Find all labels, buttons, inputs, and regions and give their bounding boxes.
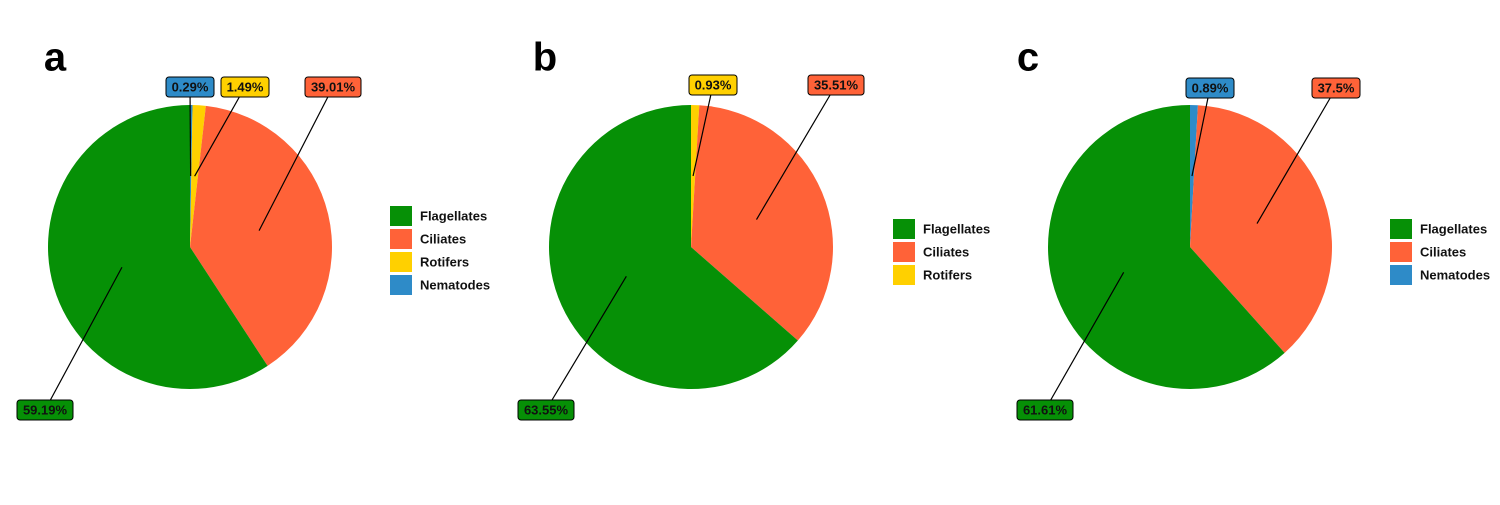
legend-label: Rotifers: [923, 267, 972, 282]
label-box: [517, 399, 575, 421]
label-box: [1016, 399, 1074, 421]
legend-label: Nematodes: [1420, 267, 1490, 282]
label-box: [807, 74, 865, 96]
legend-label: Ciliates: [1420, 244, 1466, 259]
leader-line: [189, 86, 192, 177]
pie-slice: [190, 105, 332, 366]
leader-line: [1191, 87, 1211, 177]
legend-label: Flagellates: [420, 208, 487, 223]
legend-label: Ciliates: [923, 244, 969, 259]
legend-key: [390, 206, 412, 226]
leader-line: [44, 266, 123, 411]
leader-line: [258, 86, 334, 231]
label-box: [220, 76, 270, 98]
value-label: 35.51%: [814, 77, 859, 92]
pie-slice: [1048, 105, 1285, 390]
legend-label: Nematodes: [420, 277, 490, 292]
legend-key: [390, 275, 412, 295]
value-label: 1.49%: [227, 79, 264, 94]
label-box: [1311, 77, 1361, 99]
value-label: 61.61%: [1023, 402, 1068, 417]
pie-slice: [549, 105, 798, 390]
leader-line: [1044, 272, 1125, 411]
pie-slice: [691, 105, 833, 341]
leader-line: [1256, 87, 1337, 224]
legend-key: [390, 229, 412, 249]
panel-letter: a: [44, 36, 67, 80]
value-label: 37.5%: [1318, 80, 1355, 95]
pie: [47, 105, 332, 389]
pie-slice: [1190, 105, 1333, 353]
leader-line: [755, 84, 837, 220]
legend-key: [1390, 219, 1412, 239]
panel-letter: c: [1017, 36, 1039, 80]
label-box: [165, 76, 215, 98]
pie-slice: [47, 105, 268, 389]
pie: [1048, 105, 1333, 390]
label-box: [688, 74, 738, 96]
label-box: [16, 399, 74, 421]
value-label: 0.29%: [172, 79, 209, 94]
label-box: [1185, 77, 1235, 99]
leader-line: [545, 276, 627, 411]
leader-line: [692, 84, 714, 177]
value-label: 59.19%: [23, 402, 68, 417]
pie-slice: [691, 105, 700, 247]
value-label: 0.93%: [695, 77, 732, 92]
pie-slice: [190, 105, 206, 247]
legend-key: [390, 252, 412, 272]
value-label: 63.55%: [524, 402, 569, 417]
legend-key: [893, 219, 915, 239]
legend-key: [893, 265, 915, 285]
panel-letter: b: [533, 36, 557, 80]
pie-slice: [1190, 105, 1198, 247]
legend-label: Ciliates: [420, 231, 466, 246]
value-label: 0.89%: [1192, 80, 1229, 95]
leader-line: [194, 86, 246, 177]
legend-key: [1390, 242, 1412, 262]
pie: [549, 105, 833, 390]
legend-key: [893, 242, 915, 262]
legend-label: Flagellates: [923, 221, 990, 236]
value-label: 39.01%: [311, 79, 356, 94]
legend-label: Flagellates: [1420, 221, 1487, 236]
legend-label: Rotifers: [420, 254, 469, 269]
legend-key: [1390, 265, 1412, 285]
label-box: [304, 76, 362, 98]
